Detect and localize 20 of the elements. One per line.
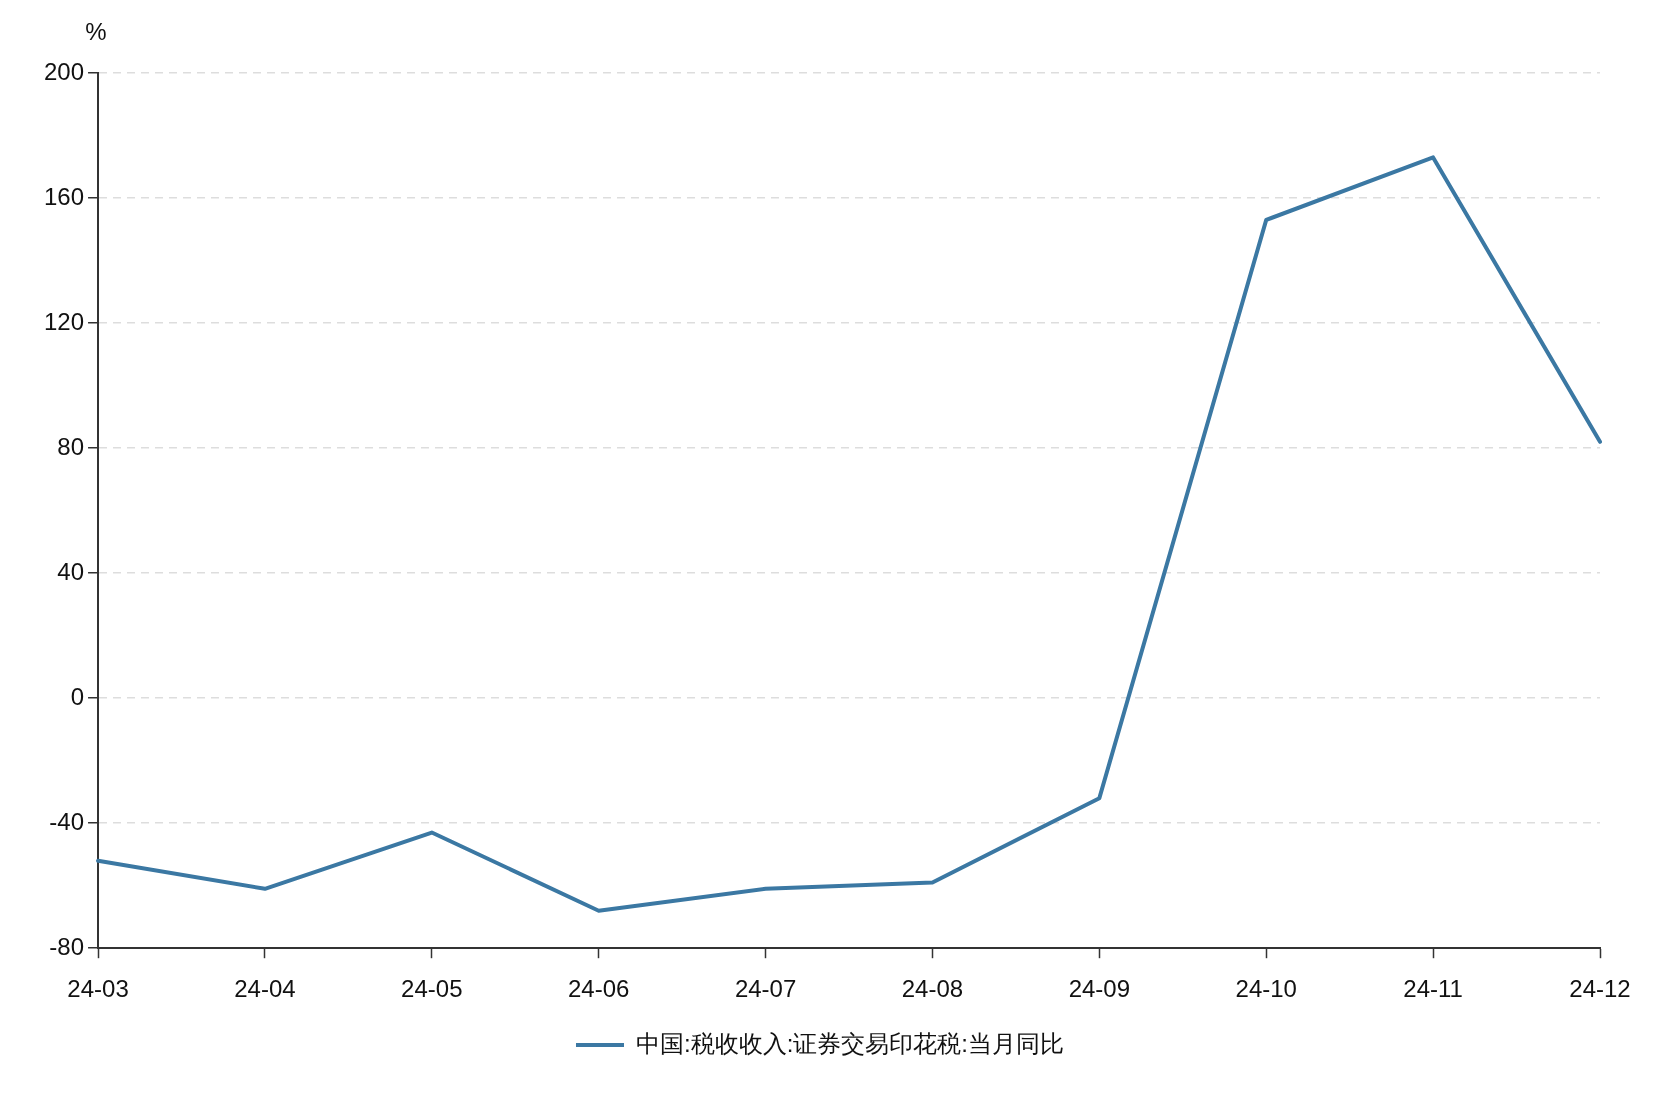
x-tick-label: 24-04 [234,975,296,1003]
y-axis-title: % [85,17,107,45]
y-tick-label: -40 [49,807,85,835]
x-tick-label: 24-11 [1403,975,1463,1003]
y-tick-label: -80 [49,932,85,960]
x-tick-label: 24-03 [67,975,129,1003]
y-tick-label: 160 [44,182,85,210]
y-tick-label: 0 [70,682,85,710]
x-tick-label: 24-08 [901,975,964,1003]
y-tick-label: 40 [57,557,85,585]
x-tick-label: 24-06 [568,975,630,1003]
y-tick-label: 120 [44,307,85,335]
y-tick-label: 80 [57,432,85,460]
y-tick-label: 200 [44,57,85,85]
x-tick-label: 24-07 [734,975,797,1003]
legend-label: 中国:税收收入:证券交易印花税:当月同比 [636,1029,1065,1057]
x-tick-label: 24-12 [1569,975,1631,1003]
x-tick-label: 24-09 [1068,975,1131,1003]
x-tick-label: 24-10 [1235,975,1297,1003]
x-tick-label: 24-05 [401,975,463,1003]
